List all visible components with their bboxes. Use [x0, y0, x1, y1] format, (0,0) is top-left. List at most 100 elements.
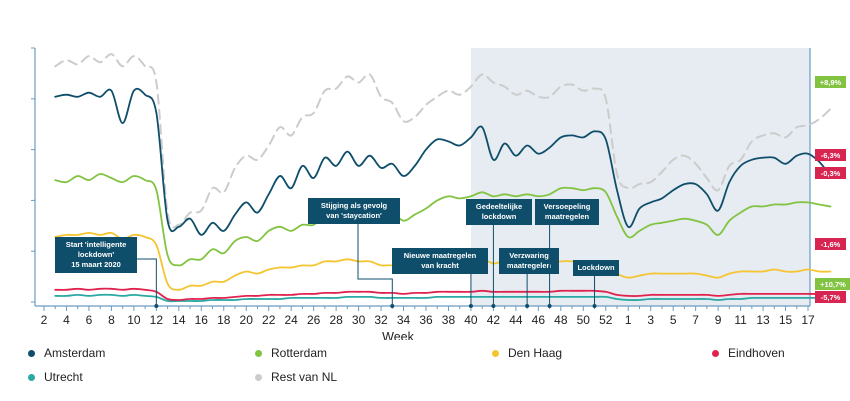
end-label-den-haag: -1,6% [821, 240, 841, 249]
annotation-text: van 'staycation' [326, 211, 382, 220]
x-tick-label: 52 [599, 313, 613, 327]
annotation-text: van kracht [421, 261, 459, 270]
x-tick-label: 18 [217, 313, 231, 327]
x-tick-label: 2 [41, 313, 48, 327]
x-tick-label: 38 [442, 313, 456, 327]
end-label-rest-van-nl: +8,9% [820, 78, 842, 87]
series-line-rest-van-nl [54, 53, 832, 229]
annotation-text: 15 maart 2020 [71, 260, 121, 269]
x-tick-label: 10 [127, 313, 141, 327]
line-chart: 2 4 6 8 10 12 14 16 18 20 22 24 26 28 30 32 34 36 38 40 42 44… [31, 47, 850, 344]
x-tick-label: 1 [625, 313, 632, 327]
legend-swatch [255, 349, 262, 357]
annotation-marker [390, 304, 395, 308]
x-tick-label: 3 [647, 313, 654, 327]
legend-item: Amsterdam [28, 346, 105, 360]
legend-item: Utrecht [28, 370, 83, 384]
end-labels: -6,3% -0,3% -1,6% +10,7% -5,7% +8,9% [815, 76, 850, 303]
y-axis-ticks [31, 47, 35, 303]
legend-label: Den Haag [508, 346, 563, 360]
x-tick-label: 44 [509, 313, 523, 327]
series-line-utrecht [54, 293, 832, 303]
x-tick-label: 40 [464, 313, 478, 327]
x-tick-label: 42 [487, 313, 501, 327]
legend-label: Rest van NL [271, 370, 338, 384]
annotation-marker [468, 304, 473, 308]
series-line-eindhoven [54, 287, 832, 301]
annotation-text: Stijging als gevolg [321, 201, 388, 210]
x-tick-label: 13 [756, 313, 770, 327]
end-label-box [815, 278, 850, 290]
annotation-text: maatregelen [545, 212, 590, 221]
annotation-box [308, 198, 400, 224]
annotation-marker [154, 304, 159, 308]
x-axis-ticks: 2 4 6 8 10 12 14 16 18 20 22 24 26 28 30 32 34 36 38 40 42 44… [41, 306, 815, 327]
series-line-amsterdam [54, 87, 832, 236]
x-tick-label: 36 [419, 313, 433, 327]
x-tick-label: 22 [262, 313, 276, 327]
x-tick-label: 8 [108, 313, 115, 327]
annotation-marker [592, 304, 597, 308]
x-tick-label: 46 [532, 313, 546, 327]
annotation-marker [547, 304, 552, 308]
end-label-amsterdam: -6,3% [821, 151, 841, 160]
x-tick-label: 28 [329, 313, 343, 327]
annotation: Lockdown [573, 260, 619, 308]
end-label-box [815, 149, 846, 161]
x-tick-label: 5 [670, 313, 677, 327]
annotation-marker [525, 304, 530, 308]
legend-label: Utrecht [44, 370, 83, 384]
x-tick-label: 16 [195, 313, 209, 327]
annotation-text: lockdown [482, 212, 517, 221]
legend-item: Rest van NL [255, 370, 337, 384]
x-tick-label: 26 [307, 313, 321, 327]
legend-swatch [28, 349, 35, 357]
annotation-leader [357, 224, 393, 306]
end-label-box [815, 167, 846, 179]
annotation-text: lockdown' [78, 250, 115, 259]
end-label-box [815, 76, 846, 88]
x-tick-label: 6 [86, 313, 93, 327]
x-tick-label: 12 [150, 313, 164, 327]
annotation-leader [137, 258, 157, 306]
x-axis-label: Week [382, 330, 414, 340]
annotation-box [499, 248, 559, 274]
annotation-box [392, 248, 488, 274]
x-tick-label: 7 [692, 313, 699, 327]
x-tick-label: 9 [715, 313, 722, 327]
annotation-box [535, 199, 599, 225]
x-tick-label: 50 [577, 313, 591, 327]
annotation-text: Nieuwe maatregelen [404, 251, 477, 260]
legend-item: Eindhoven [712, 346, 785, 360]
x-tick-label: 4 [63, 313, 70, 327]
annotation-box [55, 237, 137, 273]
end-label-box [815, 238, 846, 250]
annotation-box [466, 199, 532, 225]
legend-swatch [712, 349, 719, 357]
x-tick-label: 34 [397, 313, 411, 327]
annotation-text: Lockdown [577, 263, 615, 272]
legend-label: Amsterdam [44, 346, 106, 360]
legend-item: Rotterdam [255, 346, 327, 360]
x-tick-label: 17 [801, 313, 815, 327]
annotation-box [573, 260, 619, 276]
annotation-text: maatregelen [507, 261, 552, 270]
x-tick-label: 30 [352, 313, 366, 327]
annotation-text: Verzwaring [509, 251, 549, 260]
legend-label: Rotterdam [271, 346, 328, 360]
legend-swatch [255, 373, 262, 381]
x-tick-label: 20 [240, 313, 254, 327]
end-label-utrecht: -5,7% [821, 293, 841, 302]
end-label-eindhoven: +10,7% [820, 280, 846, 289]
legend-item: Den Haag [492, 346, 562, 360]
x-tick-label: 14 [172, 313, 186, 327]
annotation-marker [491, 304, 496, 308]
